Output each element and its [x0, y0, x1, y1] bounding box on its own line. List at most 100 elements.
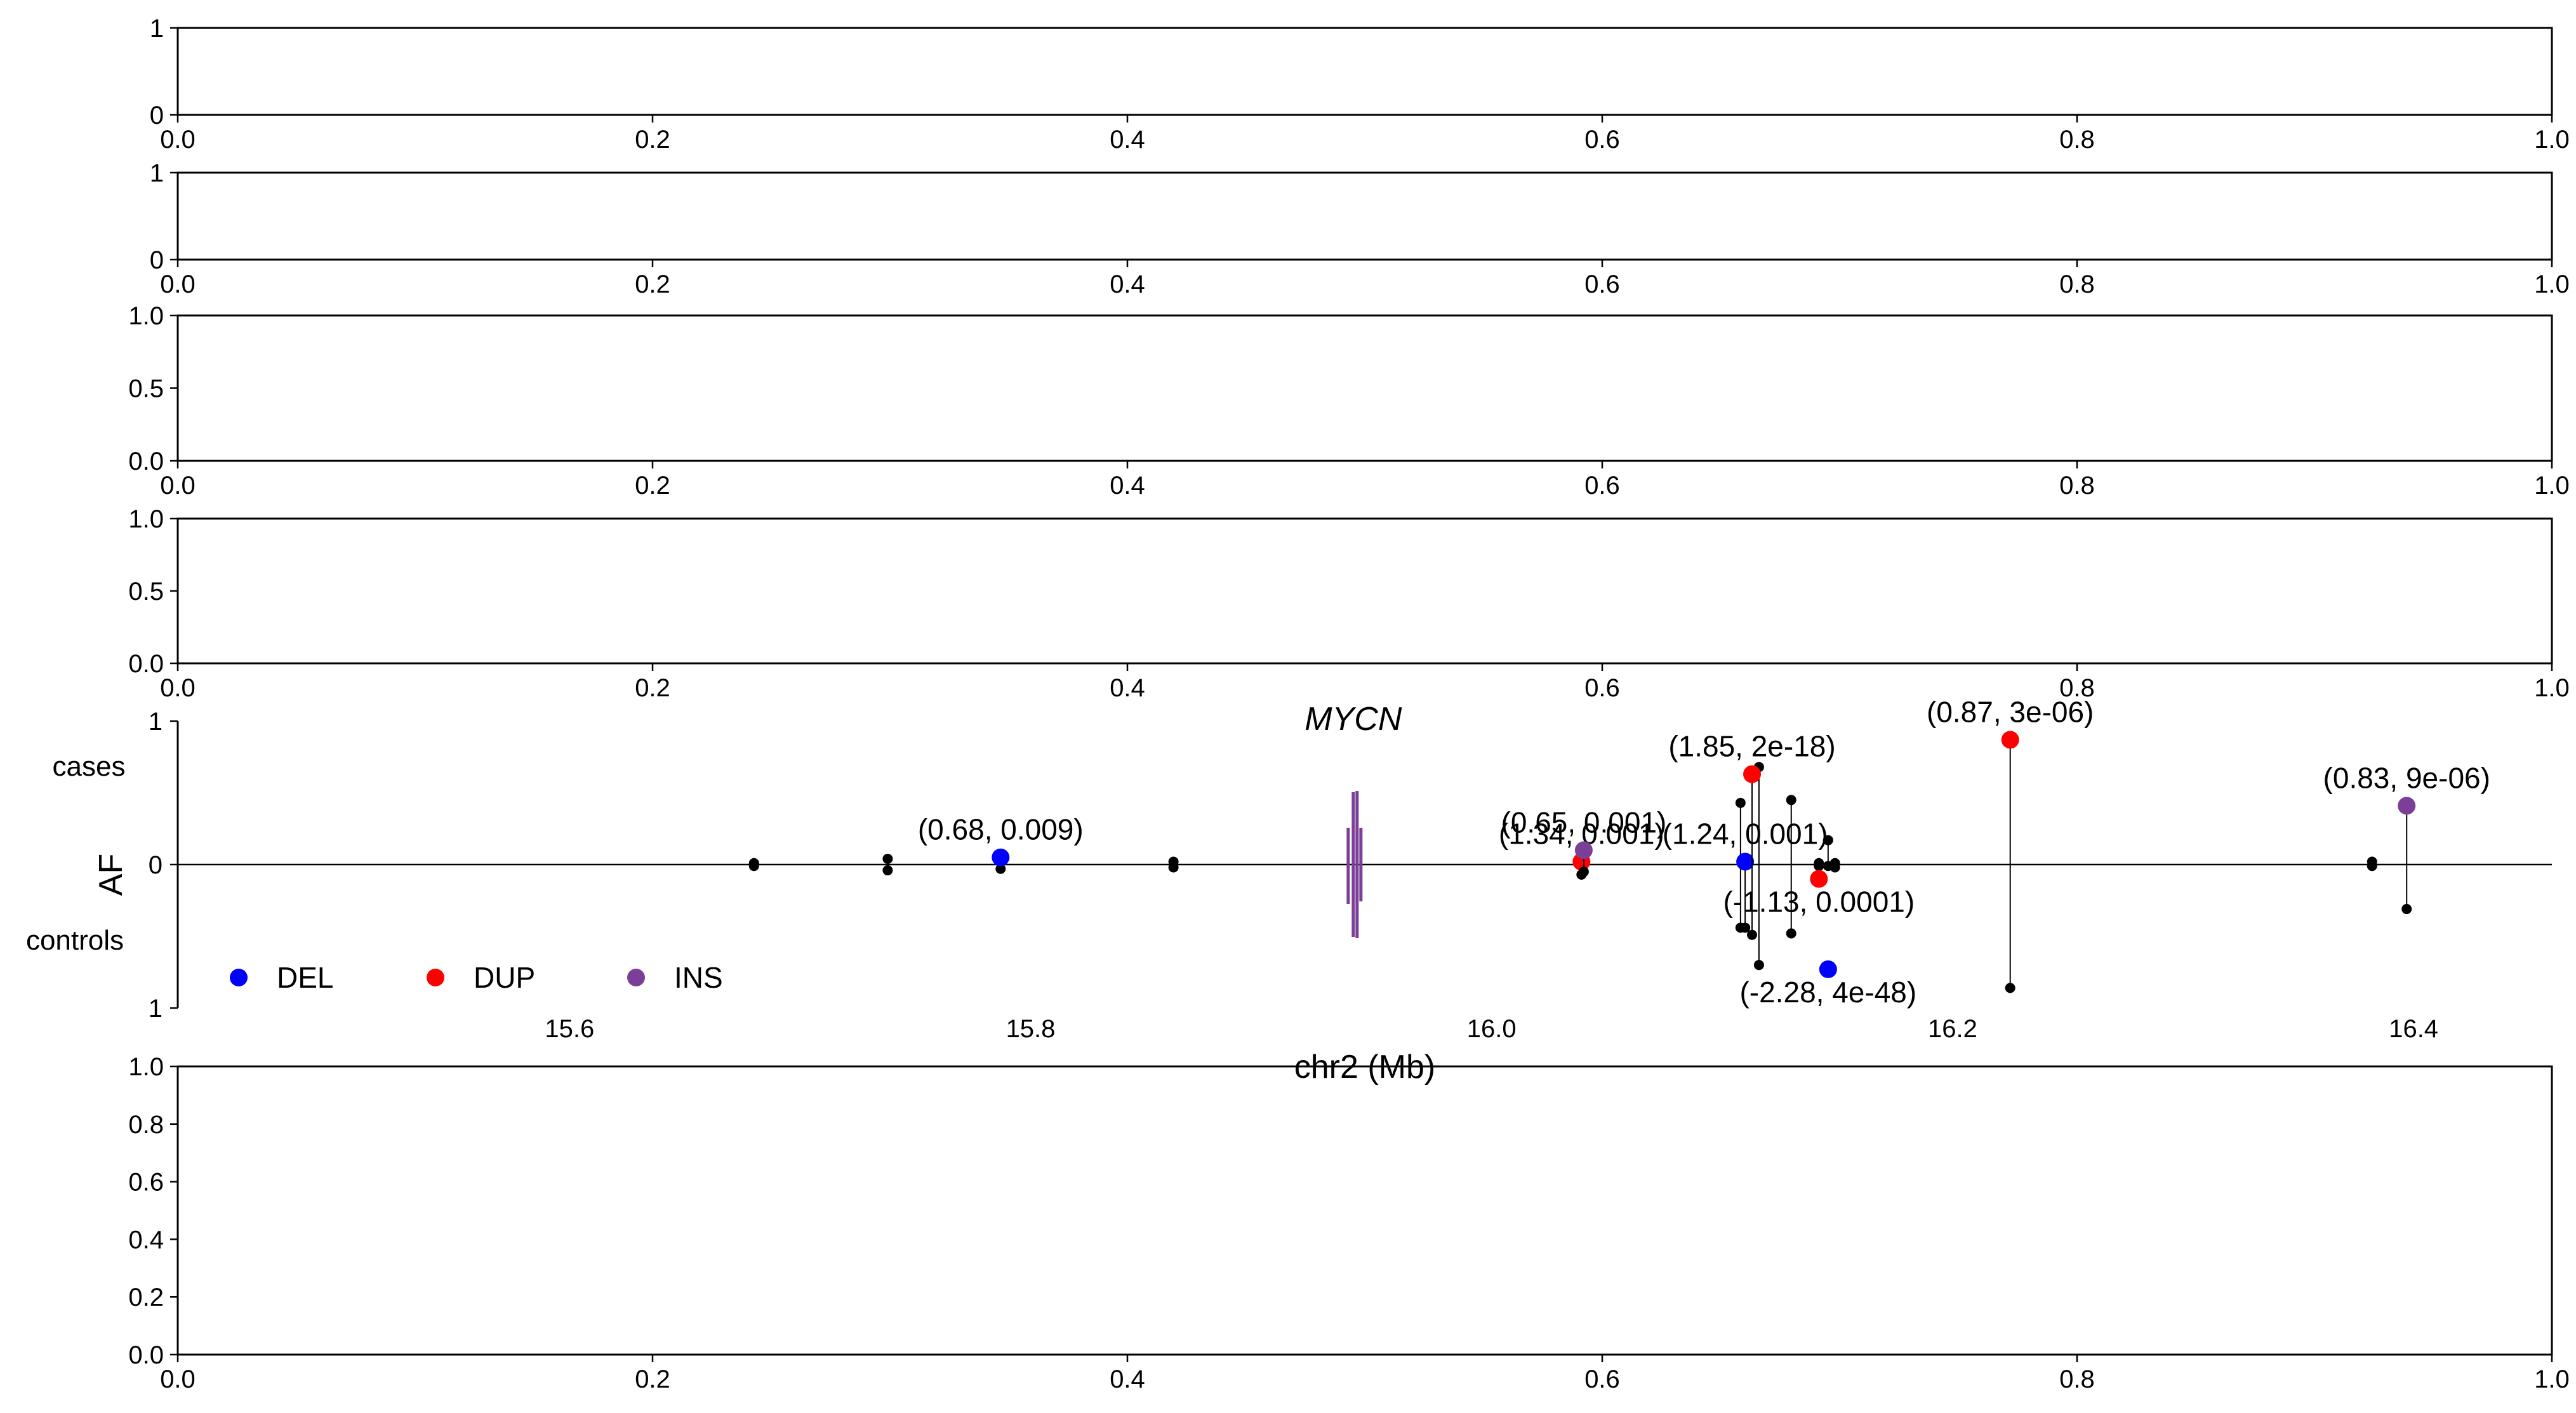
x-tick-label: 0.4	[1110, 270, 1145, 298]
x-tick-label: 1.0	[2534, 472, 2570, 500]
variant-annotation: (1.85, 2e-18)	[1668, 730, 1835, 763]
x-tick-label: 0.4	[1110, 472, 1145, 500]
y-tick-label: 1.0	[128, 1053, 164, 1081]
variant-signal-point-del	[1819, 960, 1837, 978]
variant-control-point	[1829, 862, 1840, 873]
variant-control-point	[1578, 866, 1589, 877]
variant-control-point	[882, 865, 893, 876]
x-tick-label: 0.6	[1584, 472, 1620, 500]
y-tick-label: 1	[150, 15, 164, 43]
x-tick-label: 0.0	[160, 126, 196, 154]
x-tick-label: 16.4	[2389, 1015, 2438, 1043]
variant-signal-point-ins	[2398, 797, 2416, 815]
x-tick-label: 0.8	[2059, 674, 2095, 702]
variant-control-point	[748, 861, 759, 872]
variant-annotation: (-2.28, 4e-48)	[1739, 976, 1916, 1009]
variant-case-point	[1822, 835, 1833, 846]
y-tick-label: 1.0	[128, 302, 164, 330]
variant-control-point	[2005, 983, 2015, 993]
x-tick-label: 0.2	[635, 270, 670, 298]
variant-control-point	[2367, 861, 2377, 872]
x-tick-label: 0.6	[1584, 1365, 1620, 1393]
x-tick-label: 0.4	[1110, 674, 1145, 702]
legend-label: DUP	[474, 961, 535, 994]
legend-entry-del: DEL	[230, 961, 333, 994]
legend-marker	[427, 969, 444, 986]
variant-case-point	[1786, 795, 1796, 806]
panel-frame	[176, 171, 2553, 261]
x-tick-label: 0.2	[635, 674, 670, 702]
variant-control-point	[2401, 904, 2412, 915]
x-axis-label: chr2 (Mb)	[1294, 1049, 1435, 1085]
y-tick-label: 1.0	[128, 505, 164, 533]
x-tick-label: 0.0	[160, 270, 196, 298]
y-tick-label: 0.5	[128, 375, 164, 403]
empty-panel-4: 0.0 0.2 0.4 0.6 0.8 1.0 0.0 0.5 1.0	[128, 505, 2569, 702]
empty-panel-3: 0.0 0.2 0.4 0.6 0.8 1.0 0.0 0.5 1.0	[128, 302, 2569, 500]
controls-label: controls	[26, 925, 124, 956]
variant-signal-point-dup	[2001, 731, 2019, 749]
legend-label: DEL	[277, 961, 333, 994]
x-tick-label: 0.8	[2059, 472, 2095, 500]
x-tick-label: 0.6	[1584, 674, 1620, 702]
x-tick-label: 15.8	[1006, 1015, 1056, 1043]
y-tick-label: 0.4	[128, 1226, 164, 1254]
variant-control-point	[1747, 929, 1758, 940]
empty-panel-6: 0.0 0.2 0.4 0.6 0.8 1.0 0.0 0.2 0.4 0.6 0.8 1.0	[128, 1053, 2569, 1393]
gene-label: MYCN	[1305, 701, 1402, 738]
variant-annotation: (0.65, 0.001)	[1501, 806, 1667, 839]
variant-annotation: (-1.13, 0.0001)	[1723, 886, 1915, 919]
empty-panel-2: 0.0 0.2 0.4 0.6 0.8 1.0 0 1	[150, 159, 2570, 298]
x-tick-label: 0.6	[1584, 270, 1620, 298]
x-tick-label: 1.0	[2534, 674, 2570, 702]
x-tick-label: 0.4	[1110, 126, 1145, 154]
cases-label: cases	[53, 751, 126, 782]
variant-signal-point-dup	[1810, 870, 1828, 888]
y-tick-label: 0.2	[128, 1284, 164, 1311]
variant-case-point	[1735, 797, 1746, 808]
y-tick-label: 0.0	[128, 1341, 164, 1369]
variant-annotation: (0.83, 9e-06)	[2323, 761, 2490, 794]
variant-annotation: (0.87, 3e-06)	[1927, 695, 2094, 728]
variant-control-point	[1740, 922, 1751, 933]
legend: DEL DUP INS	[230, 961, 723, 994]
y-tick-label: 0	[149, 851, 163, 879]
y-tick-label: 1	[149, 708, 163, 736]
variant-signal-point-ins	[1574, 841, 1593, 859]
variant-control-point	[1814, 861, 1824, 872]
variant-annotation: (1.24, 0.001)	[1663, 817, 1828, 850]
x-tick-label: 0.6	[1584, 126, 1620, 154]
y-tick-label: 0	[150, 102, 164, 129]
variant-control-point	[1753, 960, 1764, 971]
x-tick-label: 0.2	[635, 1365, 670, 1393]
x-tick-label: 0.8	[2059, 1365, 2095, 1393]
mycn-panel: 1 0 1 15.6 15.8 16.0 16.2 16.4 chr2 (Mb) AF cases c…	[26, 695, 2552, 1085]
x-tick-label: 0.0	[160, 674, 196, 702]
x-tick-label: 0.0	[160, 472, 196, 500]
variant-signal-point-del	[1736, 852, 1755, 871]
x-tick-label: 0.2	[635, 126, 670, 154]
y-tick-label: 0	[150, 246, 164, 274]
x-tick-label: 16.2	[1928, 1015, 1977, 1043]
variant-signal-point-dup	[1743, 765, 1762, 783]
variant-case-point	[882, 853, 893, 864]
x-tick-label: 15.6	[545, 1015, 594, 1043]
x-tick-label: 0.4	[1110, 1365, 1145, 1393]
variant-signal-point-del	[992, 848, 1010, 866]
x-tick-label: 1.0	[2534, 1365, 2570, 1393]
legend-label: INS	[674, 961, 723, 994]
legend-entry-ins: INS	[627, 961, 723, 994]
legend-marker	[627, 969, 645, 986]
y-tick-label: 1	[149, 995, 163, 1023]
x-tick-label: 16.0	[1467, 1015, 1517, 1043]
y-tick-label: 0.0	[128, 448, 164, 475]
y-axis-label: AF	[93, 854, 129, 896]
x-tick-label: 0.8	[2059, 270, 2095, 298]
panel-frame	[176, 27, 2553, 116]
legend-marker	[230, 969, 248, 986]
x-tick-label: 0.8	[2059, 126, 2095, 154]
variant-annotation: (0.68, 0.009)	[918, 813, 1084, 846]
x-tick-label: 0.2	[635, 472, 670, 500]
